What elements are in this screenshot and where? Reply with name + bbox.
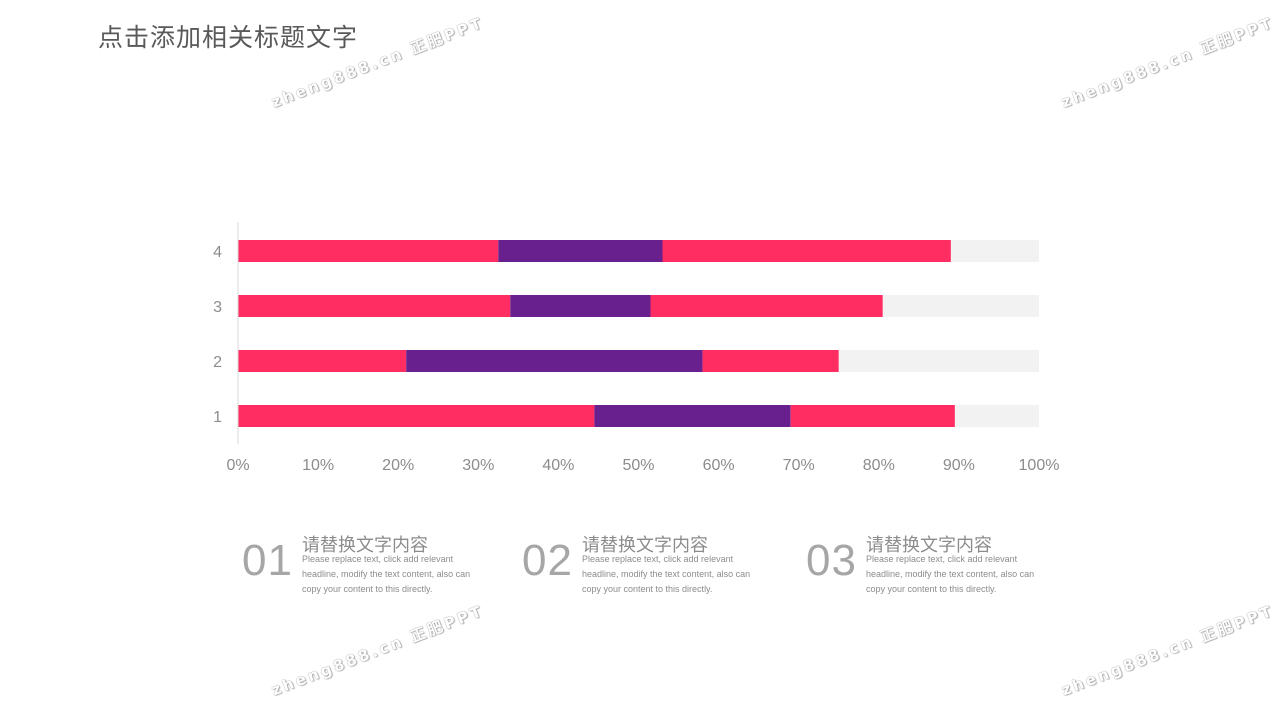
bar-segment-3-3 — [650, 295, 883, 317]
info-item-1: 01 请替换文字内容 Please replace text, click ad… — [242, 528, 512, 608]
bar-segment-4-4 — [950, 240, 1039, 262]
bar-segment-3-1 — [238, 295, 511, 317]
y-tick-label: 2 — [213, 354, 222, 371]
bar-segment-1-3 — [790, 405, 955, 427]
info-item-3: 03 请替换文字内容 Please replace text, click ad… — [806, 528, 1076, 608]
item-number: 01 — [242, 536, 293, 585]
item-heading: 请替换文字内容 — [866, 535, 992, 555]
bar-segment-4-2 — [498, 240, 663, 262]
x-tick-label: 80% — [863, 457, 895, 474]
item-number: 02 — [522, 536, 573, 585]
y-tick-label: 4 — [213, 244, 222, 261]
bar-segment-2-1 — [238, 350, 407, 372]
bar-segment-2-4 — [838, 350, 1040, 372]
x-tick-label: 60% — [703, 457, 735, 474]
bar-segment-4-3 — [662, 240, 951, 262]
x-tick-label: 70% — [783, 457, 815, 474]
x-tick-label: 40% — [542, 457, 574, 474]
bar-segment-1-1 — [238, 405, 595, 427]
y-tick-label: 3 — [213, 299, 222, 316]
bar-segment-3-4 — [882, 295, 1039, 317]
bar-segment-3-2 — [510, 295, 651, 317]
x-tick-label: 0% — [226, 457, 249, 474]
item-body: Please replace text, click add relevant … — [582, 554, 751, 594]
x-tick-label: 90% — [943, 457, 975, 474]
item-number: 03 — [806, 536, 857, 585]
bar-segment-2-3 — [702, 350, 839, 372]
item-heading: 请替换文字内容 — [582, 535, 708, 555]
x-tick-label: 30% — [462, 457, 494, 474]
bar-segment-1-4 — [954, 405, 1039, 427]
y-tick-label: 1 — [213, 409, 222, 426]
bar-segment-1-2 — [594, 405, 791, 427]
page-title: 点击添加相关标题文字 — [98, 24, 359, 52]
info-item-2: 02 请替换文字内容 Please replace text, click ad… — [522, 528, 792, 608]
item-body: Please replace text, click add relevant … — [302, 554, 471, 594]
item-heading: 请替换文字内容 — [302, 535, 428, 555]
bar-segment-2-2 — [406, 350, 703, 372]
x-tick-label: 50% — [622, 457, 654, 474]
bar-segment-4-1 — [238, 240, 499, 262]
item-body: Please replace text, click add relevant … — [866, 554, 1035, 594]
x-tick-label: 20% — [382, 457, 414, 474]
x-tick-label: 100% — [1019, 457, 1060, 474]
x-tick-label: 10% — [302, 457, 334, 474]
